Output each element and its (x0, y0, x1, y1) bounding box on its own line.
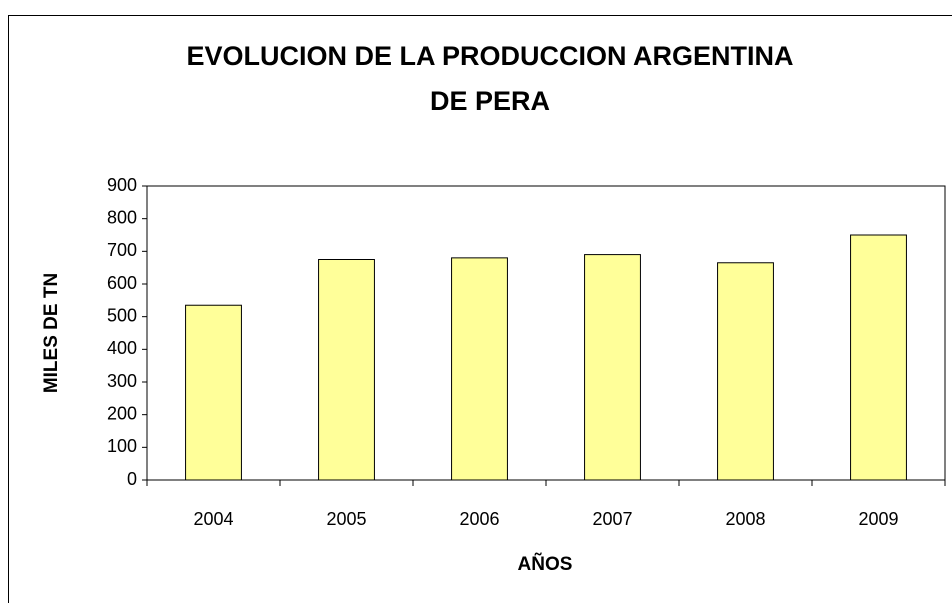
x-tick-label: 2009 (858, 509, 898, 529)
y-axis-title: MILES DE TN (41, 273, 62, 393)
bar (186, 305, 242, 480)
y-tick-label: 200 (107, 403, 137, 423)
bar (851, 235, 907, 480)
x-tick-label: 2007 (592, 509, 632, 529)
x-tick-label: 2008 (725, 509, 765, 529)
chart-title: EVOLUCION DE LA PRODUCCION ARGENTINA (186, 41, 793, 71)
y-tick-label: 800 (107, 207, 137, 227)
y-tick-label: 300 (107, 371, 137, 391)
y-tick-label: 700 (107, 240, 137, 260)
bar (585, 255, 641, 480)
bar (718, 263, 774, 480)
y-tick-label: 100 (107, 436, 137, 456)
x-tick-label: 2006 (459, 509, 499, 529)
x-tick-label: 2004 (193, 509, 233, 529)
y-tick-label: 0 (127, 469, 137, 489)
y-tick-label: 500 (107, 305, 137, 325)
chart-title: DE PERA (430, 86, 550, 116)
x-axis-title: AÑOS (518, 553, 573, 575)
y-tick-label: 600 (107, 273, 137, 293)
x-tick-label: 2005 (326, 509, 366, 529)
bar (319, 260, 375, 481)
y-tick-label: 400 (107, 338, 137, 358)
y-tick-label: 900 (107, 175, 137, 195)
bar (452, 258, 508, 480)
